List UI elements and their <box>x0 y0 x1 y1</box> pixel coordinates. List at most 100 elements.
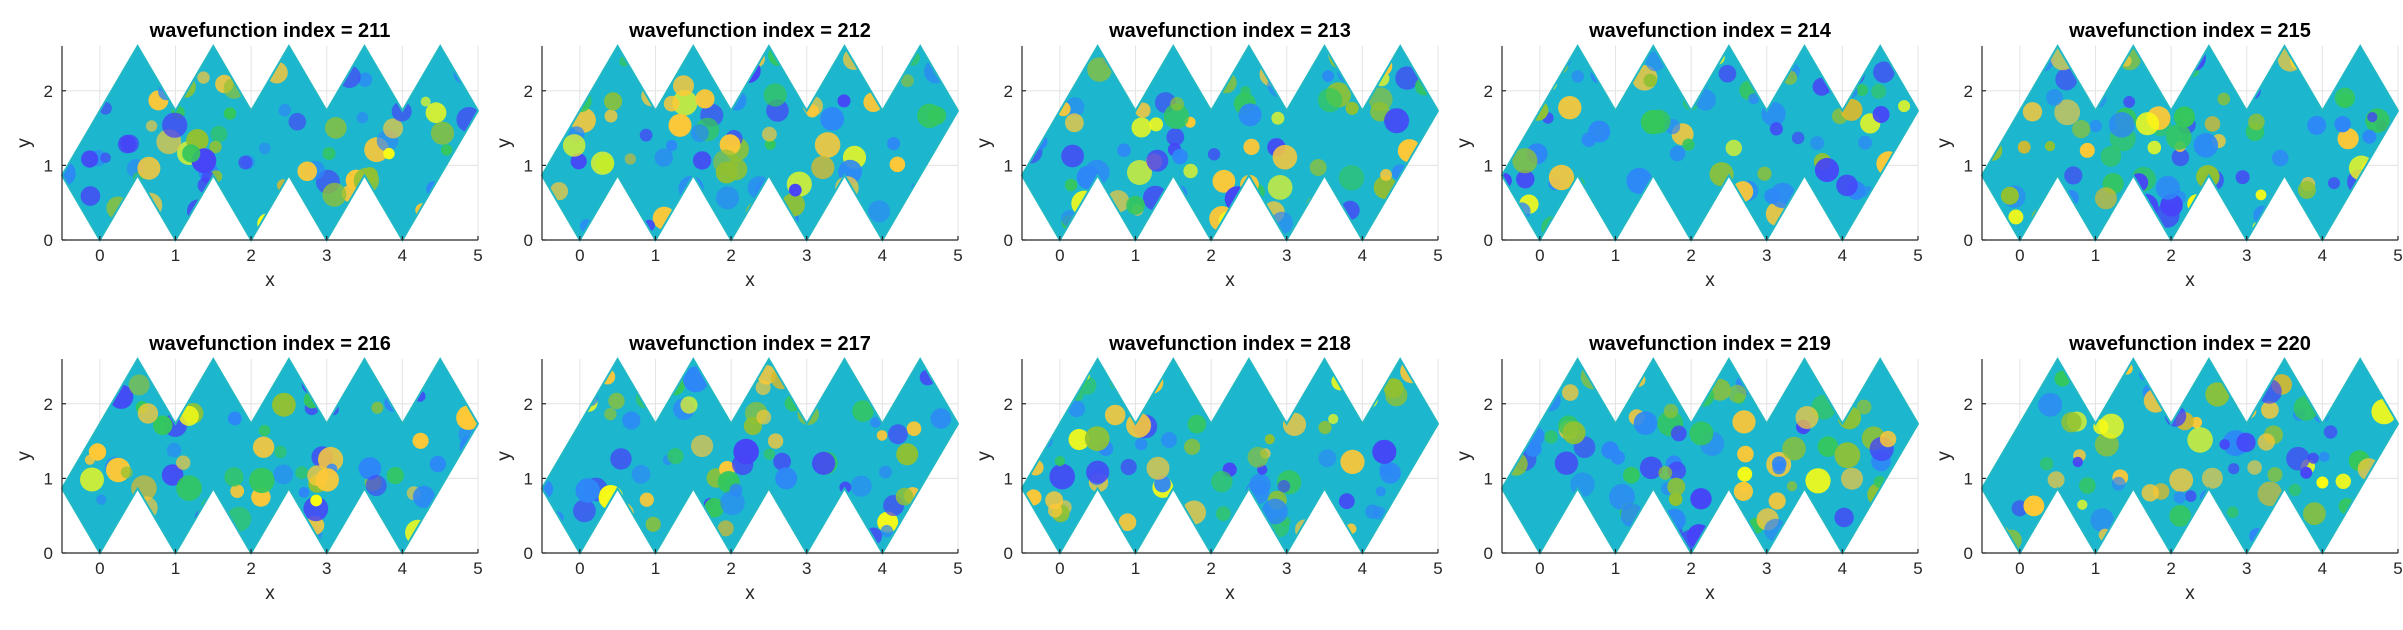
density-blob <box>557 405 571 419</box>
density-blob <box>452 151 465 165</box>
density-blob <box>764 138 776 150</box>
x-tick-label: 0 <box>1535 246 1544 265</box>
y-tick-label: 0 <box>524 544 533 563</box>
density-blob <box>2335 473 2351 489</box>
density-blob <box>2111 476 2126 491</box>
density-blob <box>117 134 137 154</box>
y-tick-label: 2 <box>1964 82 1973 101</box>
density-blob <box>2108 112 2135 138</box>
density-blob <box>2367 112 2378 123</box>
density-blob <box>767 433 784 449</box>
subplot-5: 0 1 2 3 4 5 0 1 2 wavefunction index = 215 x y <box>1934 20 2403 291</box>
density-blob <box>868 200 891 223</box>
density-blob <box>2236 432 2256 453</box>
density-blob <box>168 391 185 409</box>
density-blob <box>183 68 194 80</box>
x-tick-label: 3 <box>322 559 331 578</box>
density-blob <box>1365 504 1380 519</box>
density-blob <box>1109 369 1132 392</box>
density-blob <box>197 71 210 84</box>
density-blob <box>945 138 958 159</box>
y-tick-label: 2 <box>524 395 533 414</box>
density-blob <box>1340 449 1365 474</box>
density-blob <box>1768 382 1780 394</box>
density-blob <box>2307 115 2327 135</box>
density-blob <box>1786 481 1798 492</box>
density-blob <box>383 118 404 139</box>
density-blob <box>2086 397 2100 412</box>
density-blob <box>1810 136 1825 151</box>
x-tick-label: 3 <box>1762 246 1771 265</box>
density-blob <box>1415 195 1433 214</box>
density-blob <box>1068 400 1086 418</box>
density-blob <box>2008 209 2024 225</box>
y-tick-label: 2 <box>1964 395 1973 414</box>
density-blob <box>1245 480 1270 505</box>
density-blob <box>583 48 604 69</box>
density-blob <box>1065 113 1084 133</box>
density-blob <box>1667 477 1686 496</box>
density-blob <box>2044 141 2056 152</box>
subplot-title: wavefunction index = 214 <box>1588 20 1832 42</box>
x-tick-label: 3 <box>1282 559 1291 578</box>
density-blob <box>838 517 854 532</box>
density-blob <box>1633 411 1658 435</box>
density-blob <box>1814 157 1840 183</box>
subplot-title: wavefunction index = 213 <box>1108 20 1351 42</box>
density-blob <box>876 430 888 441</box>
density-blob <box>265 212 287 233</box>
density-blob <box>896 443 919 466</box>
y-axis-label: y <box>974 138 995 148</box>
subplot-7: 0 1 2 3 4 5 0 1 2 wavefunction index = 217 x y <box>494 333 963 604</box>
density-blob <box>1856 84 1869 96</box>
density-blob <box>1761 102 1786 127</box>
density-blob <box>1309 159 1327 176</box>
density-blob <box>888 424 908 445</box>
density-blob <box>2084 67 2109 92</box>
x-tick-label: 3 <box>2242 559 2251 578</box>
density-blob <box>273 464 294 485</box>
density-blob <box>2235 170 2250 185</box>
x-tick-label: 0 <box>575 559 584 578</box>
density-blob <box>2362 129 2377 144</box>
density-blob <box>465 362 477 374</box>
x-tick-label: 4 <box>1838 246 1847 265</box>
density-blob <box>812 451 836 475</box>
density-blob <box>100 152 111 164</box>
density-blob <box>2072 120 2091 139</box>
y-axis-label: y <box>974 451 995 461</box>
density-blob <box>1200 374 1221 396</box>
density-blob <box>835 193 854 212</box>
density-blob <box>1254 210 1270 227</box>
wavefunction-heatmap <box>542 46 958 240</box>
density-blob <box>209 140 222 154</box>
density-blob <box>1873 61 1895 83</box>
wavefunction-heatmap <box>62 46 478 240</box>
density-blob <box>2155 203 2180 228</box>
density-blob <box>176 455 191 470</box>
density-blob <box>911 181 927 197</box>
density-blob <box>1166 128 1185 147</box>
x-tick-label: 2 <box>246 559 255 578</box>
density-blob <box>2334 116 2351 133</box>
subplot-8: 0 1 2 3 4 5 0 1 2 wavefunction index = 218 x y <box>974 333 1443 604</box>
density-blob <box>274 445 287 459</box>
x-tick-label: 4 <box>1358 246 1367 265</box>
density-blob <box>2271 149 2289 167</box>
subplot-9: 0 1 2 3 4 5 0 1 2 wavefunction index = 219 x y <box>1454 333 1923 604</box>
density-blob <box>412 485 435 508</box>
density-blob <box>185 370 199 384</box>
density-blob <box>944 460 958 478</box>
density-blob <box>852 400 874 422</box>
density-blob <box>88 443 107 461</box>
x-tick-label: 5 <box>2393 559 2402 578</box>
density-blob <box>2184 490 2197 502</box>
density-blob <box>1207 148 1221 161</box>
density-blob <box>573 499 596 523</box>
density-blob <box>357 72 373 87</box>
wavefunction-heatmap <box>1022 359 1438 553</box>
density-blob <box>2297 180 2316 199</box>
subplot-1: 0 1 2 3 4 5 0 1 2 wavefunction index = 211 x y <box>14 20 483 291</box>
density-blob <box>322 182 347 207</box>
